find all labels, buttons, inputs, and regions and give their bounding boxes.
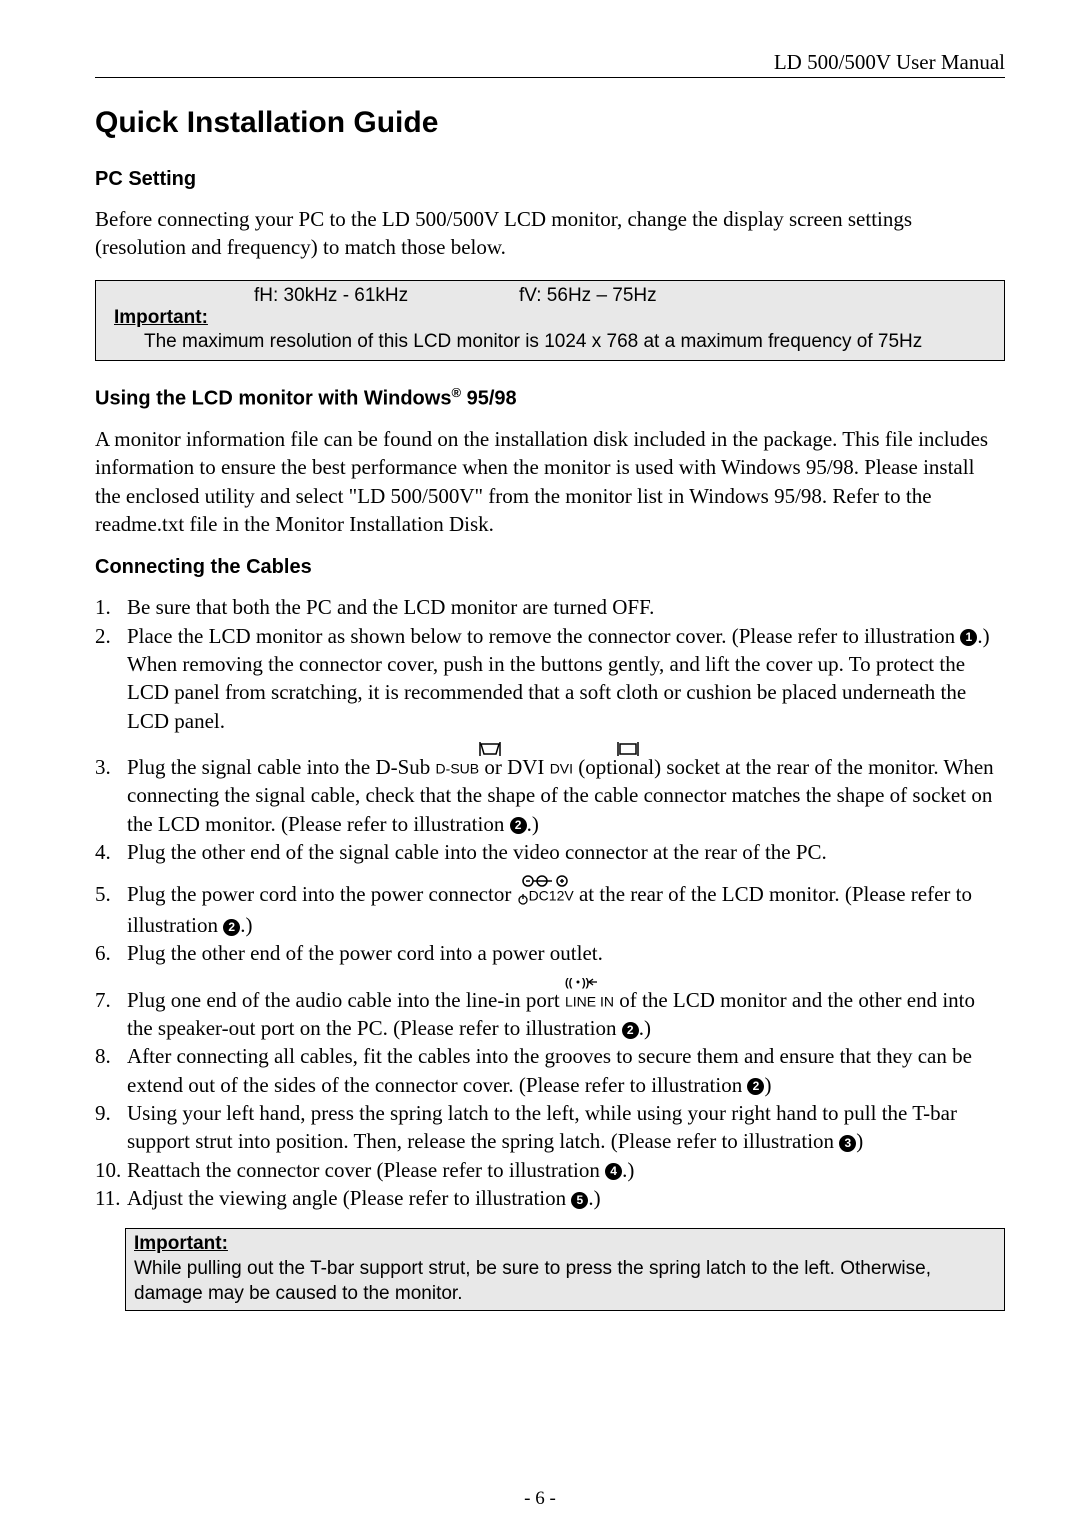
freq-fv: fV: 56Hz – 75Hz — [519, 285, 657, 307]
dsub-label: D-SUB — [436, 761, 480, 777]
page-title: Quick Installation Guide — [95, 106, 1005, 140]
ref-circle-2c: 2 — [622, 1022, 639, 1039]
connecting-list: Be sure that both the PC and the LCD mon… — [95, 593, 1005, 1212]
frequency-box: fH: 30kHz - 61kHz fV: 56Hz – 75Hz Import… — [95, 280, 1005, 362]
step-1: Be sure that both the PC and the LCD mon… — [95, 593, 1005, 621]
freq-fh: fH: 30kHz - 61kHz — [254, 285, 519, 307]
freq-note: The maximum resolution of this LCD monit… — [114, 329, 986, 355]
ref-circle-2d: 2 — [747, 1078, 764, 1095]
linein-label: LINE IN — [565, 993, 614, 1009]
section-connecting-heading: Connecting the Cables — [95, 556, 1005, 579]
step-9: Using your left hand, press the spring l… — [95, 1099, 1005, 1156]
ref-circle-2a: 2 — [510, 817, 527, 834]
ref-circle-3: 3 — [839, 1135, 856, 1152]
ref-circle-5: 5 — [571, 1192, 588, 1209]
windows-body: A monitor information file can be found … — [95, 425, 1005, 538]
section-pc-setting-heading: PC Setting — [95, 168, 1005, 191]
step-11: Adjust the viewing angle (Please refer t… — [95, 1184, 1005, 1212]
page-number: - 6 - — [0, 1488, 1080, 1510]
warning-box: Important: While pulling out the T-bar s… — [125, 1228, 1005, 1311]
pc-setting-intro: Before connecting your PC to the LD 500/… — [95, 205, 1005, 262]
power-icon — [517, 884, 529, 908]
warning-important-label: Important: — [134, 1232, 996, 1257]
dc12v-label: DC12V — [529, 888, 574, 904]
step-7: Plug one end of the audio cable into the… — [95, 986, 1005, 1043]
section-windows-heading: Using the LCD monitor with Windows® 95/9… — [95, 385, 1005, 411]
step-2: Place the LCD monitor as shown below to … — [95, 622, 1005, 753]
ref-circle-1: 1 — [960, 629, 977, 646]
step-6: Plug the other end of the power cord int… — [95, 939, 1005, 985]
step-4: Plug the other end of the signal cable i… — [95, 838, 1005, 880]
step-5: Plug the power cord into the power conne… — [95, 880, 1005, 939]
header-running-title: LD 500/500V User Manual — [95, 50, 1005, 75]
freq-important-label: Important: — [114, 307, 986, 329]
warning-body: While pulling out the T-bar support stru… — [134, 1257, 996, 1306]
header-rule — [95, 77, 1005, 78]
ref-circle-4: 4 — [605, 1163, 622, 1180]
dvi-label: DVI — [550, 761, 573, 777]
step-3: Plug the signal cable into the D-Sub D-S… — [95, 753, 1005, 838]
step-8: After connecting all cables, fit the cab… — [95, 1042, 1005, 1099]
ref-circle-2b: 2 — [223, 919, 240, 936]
step-10: Reattach the connector cover (Please ref… — [95, 1156, 1005, 1184]
